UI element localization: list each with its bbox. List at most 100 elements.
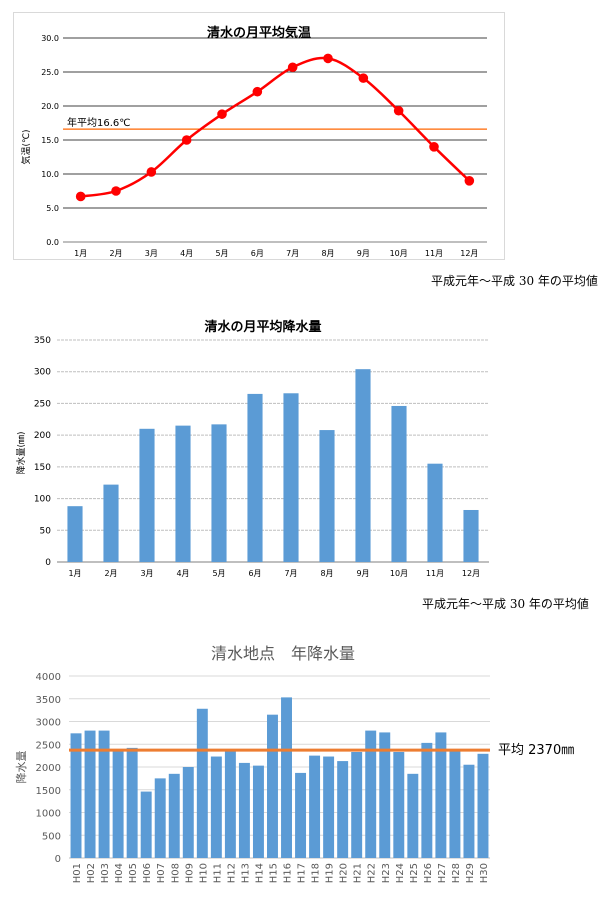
bar <box>351 751 363 858</box>
y-tick-label: 200 <box>34 431 51 441</box>
bar <box>463 764 475 858</box>
x-tick-label: H24 <box>395 863 406 883</box>
x-tick-label: H01 <box>72 863 83 883</box>
bar <box>98 730 110 858</box>
bar <box>139 428 155 562</box>
temperature-chart-svg: 清水の月平均気温 気温(℃) 0.0 5.0 10.0 15.0 20.0 25.0 30.… <box>13 12 505 260</box>
average-label: 年平均16.6℃ <box>67 116 131 129</box>
x-tick-label: H04 <box>114 863 125 883</box>
y-tick-label: 0 <box>45 558 51 568</box>
x-tick-label: 12月 <box>462 569 480 578</box>
chart-title: 清水の月平均降水量 <box>204 319 321 335</box>
bar <box>112 749 124 858</box>
bar <box>449 749 461 858</box>
x-tick-label: 10月 <box>390 569 408 578</box>
x-tick-label: 9月 <box>357 249 370 258</box>
y-tick-label: 2500 <box>36 740 61 751</box>
x-tick-label: H21 <box>353 863 364 883</box>
y-tick-label: 10.0 <box>41 170 59 179</box>
data-point <box>111 186 121 196</box>
y-tick-label: 30.0 <box>41 34 59 43</box>
bar <box>168 773 180 858</box>
bar <box>323 756 335 858</box>
y-tick-label: 4000 <box>36 672 61 683</box>
bar <box>337 761 349 858</box>
source-note: 平成元年～平成 30 年の平均値 <box>422 597 589 611</box>
data-point <box>287 62 298 73</box>
x-tick-label: H10 <box>198 863 209 883</box>
x-tick-label: H23 <box>381 863 392 883</box>
bar <box>238 762 250 858</box>
y-tick-label: 300 <box>34 368 51 378</box>
bar <box>175 425 191 562</box>
bar <box>421 742 433 858</box>
data-point <box>75 191 86 202</box>
y-tick-label: 3500 <box>36 695 61 706</box>
x-tick-label: H22 <box>367 863 378 883</box>
x-tick-label: H16 <box>283 863 294 883</box>
x-tick-label: H13 <box>240 863 251 883</box>
bar <box>309 755 321 858</box>
bar <box>210 756 222 858</box>
data-point <box>252 86 263 97</box>
x-tick-label: 8月 <box>320 569 333 578</box>
x-tick-label: 5月 <box>215 249 228 258</box>
bar <box>126 747 138 858</box>
x-tick-label: 6月 <box>248 569 261 578</box>
x-tick-label: H03 <box>100 863 111 883</box>
x-tick-label: H09 <box>184 863 195 883</box>
x-tick-label: 7月 <box>284 569 297 578</box>
x-tick-label: 8月 <box>321 249 334 258</box>
data-point <box>464 176 475 186</box>
x-tick-label: H30 <box>479 863 490 883</box>
x-tick-label: 3月 <box>140 569 153 578</box>
bar <box>391 405 407 562</box>
x-tick-label: 5月 <box>212 569 225 578</box>
x-tick-label: 3月 <box>145 249 158 258</box>
bar <box>70 733 82 858</box>
data-point <box>146 167 157 177</box>
chart-frame <box>13 12 505 260</box>
bar <box>319 430 335 562</box>
x-tick-label: H06 <box>142 863 153 883</box>
source-note: 平成元年～平成 30 年の平均値 <box>431 274 598 288</box>
bar <box>283 393 299 562</box>
x-tick-label: H08 <box>170 863 181 883</box>
x-tick-label: 4月 <box>176 569 189 578</box>
y-tick-label: 0.0 <box>46 238 59 247</box>
x-tick-label: 2月 <box>104 569 117 578</box>
average-label: 平均 2370㎜ <box>498 743 574 758</box>
bar <box>365 730 377 858</box>
bar <box>84 730 96 858</box>
x-tick-label: H05 <box>128 863 139 883</box>
y-tick-label: 0 <box>55 854 61 865</box>
x-tick-label: 1月 <box>68 569 81 578</box>
annual-precipitation-chart-svg: 清水地点 年降水量 降水量 0 500 1000 1500 2000 2500 3000 35… <box>14 644 574 883</box>
data-point <box>429 142 439 152</box>
bar <box>196 708 208 858</box>
y-tick-label: 15.0 <box>41 136 59 145</box>
bar <box>393 751 405 858</box>
bar <box>182 767 194 858</box>
y-axis-label: 降水量 <box>14 751 28 784</box>
x-tick-label: H02 <box>86 863 97 883</box>
bar <box>67 506 83 562</box>
y-tick-label: 2000 <box>36 763 61 774</box>
y-tick-label: 25.0 <box>41 68 59 77</box>
x-tick-label: H12 <box>226 863 237 883</box>
bar <box>103 484 119 562</box>
temperature-chart: 清水の月平均気温 気温(℃) 0.0 5.0 10.0 15.0 20.0 25.0 30.… <box>13 12 505 260</box>
y-tick-label: 150 <box>34 463 51 473</box>
x-tick-label: 10月 <box>390 249 408 258</box>
x-tick-label: H27 <box>437 863 448 883</box>
precipitation-chart: 清水の月平均降水量 降水量(㎜) 0 50 100 150 200 250 300 350 1… <box>13 308 493 583</box>
x-tick-label: 11月 <box>425 249 443 258</box>
bar <box>427 463 443 562</box>
x-tick-label: H18 <box>311 863 322 883</box>
bar <box>463 509 479 562</box>
data-point <box>323 53 333 64</box>
y-tick-label: 1000 <box>36 809 61 820</box>
data-point <box>393 105 404 116</box>
bar <box>407 773 419 858</box>
x-tick-label: H11 <box>212 863 223 883</box>
